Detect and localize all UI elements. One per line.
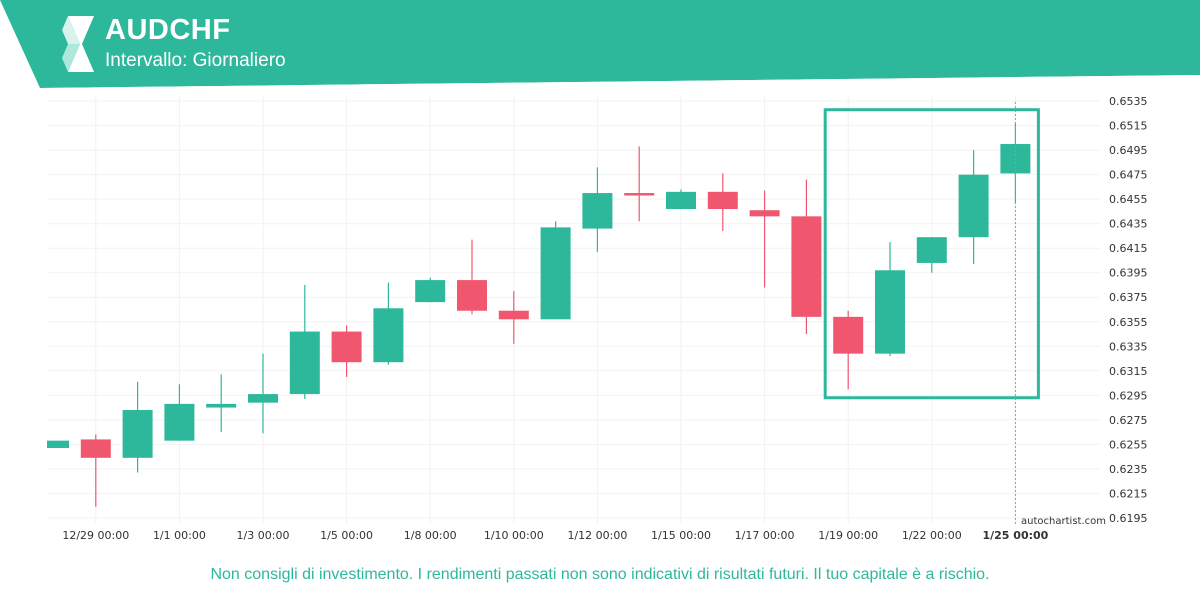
pattern-highlight-box: [823, 108, 1040, 400]
highlight-rectangle: [823, 108, 1040, 400]
candle-body-down: [457, 280, 487, 311]
autochartist-logo-icon: [62, 16, 94, 72]
y-tick-label: 0.6455: [1109, 193, 1148, 206]
x-tick-label: 1/10 00:00: [484, 529, 544, 542]
candle-body-up: [289, 331, 320, 395]
x-tick-label: 1/22 00:00: [902, 529, 962, 542]
y-tick-label: 0.6295: [1109, 389, 1148, 402]
candle-body-down: [791, 216, 822, 317]
x-tick-label: 1/5 00:00: [320, 529, 373, 542]
candle-body-up: [540, 227, 571, 320]
x-tick-label: 12/29 00:00: [62, 529, 129, 542]
candle-body-up: [875, 270, 905, 354]
x-tick-label: 1/19 00:00: [818, 529, 878, 542]
y-tick-label: 0.6515: [1109, 120, 1148, 133]
candle-body-down: [80, 439, 111, 458]
candles: [47, 123, 1031, 507]
y-tick-label: 0.6395: [1109, 267, 1148, 280]
candle-body-up: [47, 440, 69, 449]
disclaimer-text: Non consigli di investimento. I rendimen…: [210, 566, 990, 583]
candle-body-up: [122, 410, 153, 458]
y-tick-label: 0.6415: [1109, 242, 1148, 255]
candle-body-up: [164, 403, 195, 441]
header-background: [0, 0, 1200, 88]
x-tick-label: 1/1 00:00: [153, 529, 206, 542]
candle-body-down: [749, 210, 780, 217]
watermark: autochartist.com: [1021, 516, 1106, 527]
page-title: AUDCHF: [105, 14, 231, 46]
candle-body-up: [916, 237, 947, 263]
candle-body-down: [833, 316, 864, 354]
y-tick-label: 0.6215: [1109, 487, 1148, 500]
y-tick-label: 0.6275: [1109, 414, 1148, 427]
x-tick-label: 1/25 00:00: [982, 529, 1048, 542]
candle-body-down: [331, 331, 362, 363]
candle-body-up: [958, 174, 989, 238]
x-tick-label: 1/17 00:00: [735, 529, 795, 542]
candle-body-down: [624, 193, 655, 196]
header-banner: AUDCHF Intervallo: Giornaliero: [0, 0, 1200, 90]
x-tick-label: 1/8 00:00: [404, 529, 457, 542]
y-tick-label: 0.6315: [1109, 365, 1148, 378]
y-axis: 0.6535 0.6515 0.6495 0.6475 0.6455 0.6435 0.64…: [1109, 95, 1148, 525]
candle-body-up: [666, 191, 696, 209]
candle-body-up: [415, 280, 446, 303]
y-tick-label: 0.6475: [1109, 169, 1148, 182]
x-tick-label: 1/12 00:00: [567, 529, 627, 542]
candle-body-down: [707, 191, 738, 209]
candle-body-down: [498, 310, 529, 320]
candlestick-chart: 0.6535 0.6515 0.6495 0.6475 0.6455 0.6435 0.64…: [47, 95, 1148, 542]
x-tick-label: 1/3 00:00: [237, 529, 290, 542]
y-tick-label: 0.6355: [1109, 316, 1148, 329]
y-tick-label: 0.6535: [1109, 95, 1148, 108]
chart-grid: [47, 95, 1100, 524]
y-tick-label: 0.6495: [1109, 144, 1148, 157]
y-tick-label: 0.6255: [1109, 438, 1148, 451]
candle-body-up: [582, 193, 613, 229]
y-tick-label: 0.6195: [1109, 512, 1148, 525]
x-tick-label: 1/15 00:00: [651, 529, 711, 542]
candle-body-up: [248, 394, 278, 403]
y-tick-label: 0.6375: [1109, 291, 1148, 304]
y-tick-label: 0.6335: [1109, 340, 1148, 353]
candle-body-up: [206, 403, 237, 408]
interval-subtitle: Intervallo: Giornaliero: [105, 50, 286, 71]
candle-body-up: [373, 308, 404, 363]
x-axis: 12/29 00:00 1/1 00:00 1/3 00:00 1/5 00:00 1/…: [62, 529, 1048, 542]
y-tick-label: 0.6235: [1109, 463, 1148, 476]
y-tick-label: 0.6435: [1109, 218, 1148, 231]
